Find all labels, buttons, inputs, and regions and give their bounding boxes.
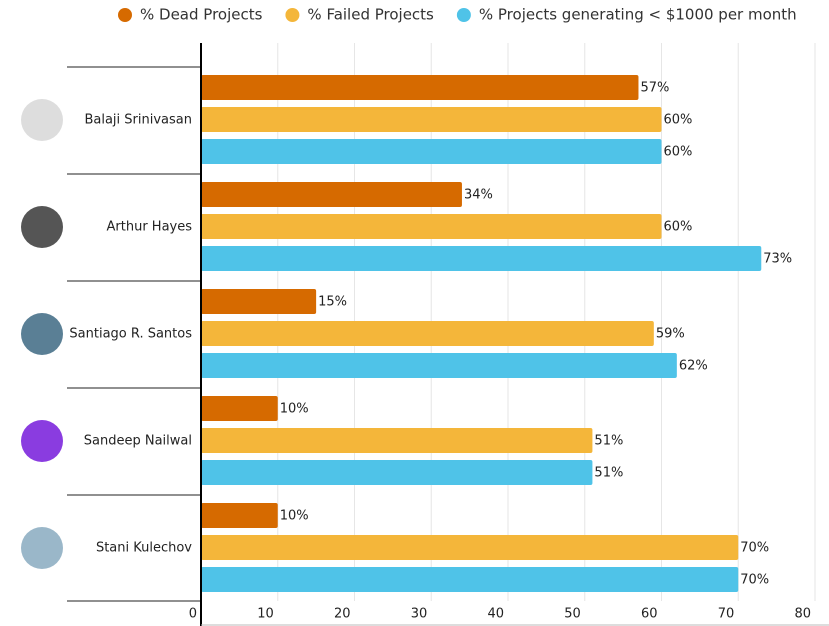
data-label: 60% xyxy=(664,220,693,235)
x-tick-label: 80 xyxy=(794,607,811,622)
bar xyxy=(201,75,639,100)
legend-label: % Dead Projects xyxy=(140,6,263,24)
data-label: 10% xyxy=(280,402,309,417)
bar xyxy=(201,353,677,378)
bar xyxy=(201,107,662,132)
bar xyxy=(201,535,739,560)
data-label: 15% xyxy=(318,295,347,310)
bar xyxy=(201,503,278,528)
bar xyxy=(201,460,593,485)
x-tick-label: 60 xyxy=(641,607,658,622)
x-tick-label: 20 xyxy=(334,607,351,622)
data-label: 70% xyxy=(740,541,769,556)
data-label: 10% xyxy=(280,509,309,524)
data-label: 34% xyxy=(464,188,493,203)
avatar xyxy=(21,527,63,569)
x-tick-label: 50 xyxy=(564,607,581,622)
legend-label: % Projects generating < $1000 per month xyxy=(479,6,797,24)
category-label: Stani Kulechov xyxy=(96,541,192,556)
bar xyxy=(201,321,654,346)
bar xyxy=(201,139,662,164)
data-label: 62% xyxy=(679,359,708,374)
data-label: 51% xyxy=(594,466,623,481)
legend-swatch xyxy=(118,8,132,22)
legend-swatch xyxy=(285,8,300,22)
data-label: 60% xyxy=(664,113,693,128)
avatar xyxy=(21,420,63,462)
avatar xyxy=(21,99,63,141)
avatar xyxy=(21,313,63,355)
avatar xyxy=(21,206,63,248)
category-label: Balaji Srinivasan xyxy=(84,113,192,128)
category-label: Santiago R. Santos xyxy=(69,327,192,342)
x-tick-label: 40 xyxy=(487,607,504,622)
bar xyxy=(201,567,739,592)
data-label: 51% xyxy=(594,434,623,449)
data-label: 73% xyxy=(763,252,792,267)
legend-label: % Failed Projects xyxy=(307,6,434,24)
data-label: 70% xyxy=(740,573,769,588)
data-label: 57% xyxy=(640,81,669,96)
data-label: 60% xyxy=(664,145,693,160)
x-tick-label: 10 xyxy=(257,607,274,622)
x-tick-label: 0 xyxy=(189,607,197,622)
category-label: Sandeep Nailwal xyxy=(84,434,192,449)
legend: % Dead Projects % Failed Projects % Projec… xyxy=(118,6,797,24)
bar xyxy=(201,428,593,453)
bar xyxy=(201,246,762,271)
data-label: 59% xyxy=(656,327,685,342)
category-label: Arthur Hayes xyxy=(107,220,193,235)
x-tick-label: 70 xyxy=(718,607,735,622)
legend-swatch xyxy=(456,8,471,22)
bar xyxy=(201,182,462,207)
x-tick-label: 30 xyxy=(411,607,428,622)
bar xyxy=(201,396,278,421)
bar xyxy=(201,214,662,239)
bar xyxy=(201,289,317,314)
